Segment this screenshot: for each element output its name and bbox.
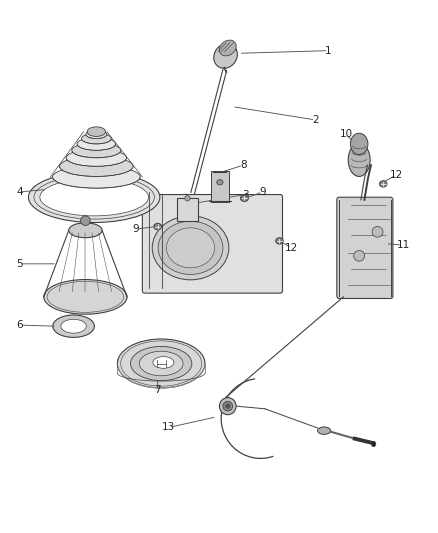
Ellipse shape <box>69 223 102 238</box>
Text: 1: 1 <box>325 46 332 55</box>
Ellipse shape <box>53 166 140 188</box>
Ellipse shape <box>154 223 162 230</box>
Text: 10: 10 <box>339 130 353 139</box>
Ellipse shape <box>318 427 331 434</box>
FancyBboxPatch shape <box>177 198 198 221</box>
Text: 12: 12 <box>390 170 403 180</box>
Ellipse shape <box>214 44 237 68</box>
Ellipse shape <box>53 315 95 337</box>
Ellipse shape <box>131 346 192 381</box>
Ellipse shape <box>379 181 387 187</box>
Ellipse shape <box>166 228 215 268</box>
Ellipse shape <box>40 179 148 216</box>
Text: 9: 9 <box>132 224 139 234</box>
Ellipse shape <box>153 357 174 368</box>
Ellipse shape <box>240 195 248 201</box>
Text: 12: 12 <box>285 243 298 253</box>
Text: 3: 3 <box>242 190 249 199</box>
Ellipse shape <box>371 441 376 447</box>
Ellipse shape <box>348 143 370 176</box>
Ellipse shape <box>72 143 121 158</box>
Ellipse shape <box>81 133 111 144</box>
Ellipse shape <box>185 196 190 201</box>
Text: 11: 11 <box>396 240 410 250</box>
Text: 9: 9 <box>259 187 266 197</box>
Ellipse shape <box>276 238 283 244</box>
Text: 13: 13 <box>162 423 175 432</box>
Ellipse shape <box>219 398 236 415</box>
FancyBboxPatch shape <box>337 197 393 298</box>
Ellipse shape <box>87 127 106 136</box>
Ellipse shape <box>217 180 223 185</box>
Ellipse shape <box>158 221 223 274</box>
Ellipse shape <box>86 130 107 139</box>
Text: 2: 2 <box>312 115 319 125</box>
Ellipse shape <box>226 404 230 408</box>
Ellipse shape <box>353 251 364 261</box>
Ellipse shape <box>219 40 236 56</box>
Ellipse shape <box>81 216 90 225</box>
Text: 5: 5 <box>16 259 23 269</box>
Ellipse shape <box>117 339 205 388</box>
Text: 4: 4 <box>16 187 23 197</box>
Ellipse shape <box>350 133 368 155</box>
Ellipse shape <box>152 216 229 280</box>
Ellipse shape <box>77 138 116 150</box>
Ellipse shape <box>372 227 383 237</box>
Ellipse shape <box>66 149 127 166</box>
Ellipse shape <box>61 319 86 333</box>
Ellipse shape <box>60 156 133 176</box>
Text: 6: 6 <box>16 320 23 330</box>
Text: 7: 7 <box>154 385 161 395</box>
Ellipse shape <box>44 279 127 314</box>
Ellipse shape <box>223 401 233 411</box>
FancyBboxPatch shape <box>142 195 283 293</box>
Text: 8: 8 <box>240 160 247 170</box>
Ellipse shape <box>139 351 183 376</box>
FancyBboxPatch shape <box>211 171 229 202</box>
Ellipse shape <box>28 172 160 223</box>
